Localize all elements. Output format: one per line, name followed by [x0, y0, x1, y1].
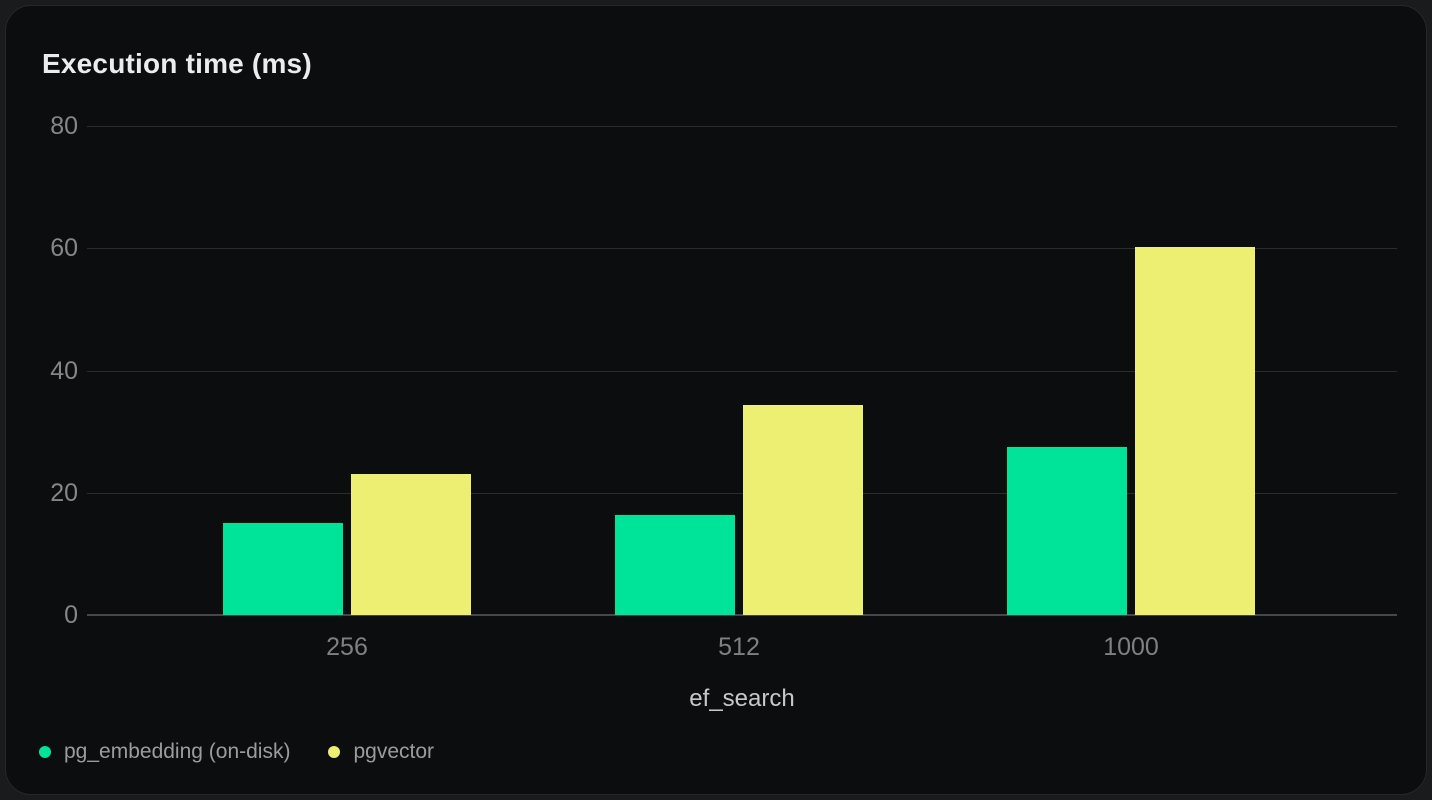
y-tick-label-80: 80: [50, 112, 78, 140]
y-tick-label-60: 60: [50, 234, 78, 263]
x-tick-label-256: 256: [326, 633, 368, 661]
legend-item-pgvector: pgvector: [328, 740, 434, 764]
bar-pg-embedding-on-disk-1000: [1007, 446, 1127, 615]
x-axis-label: ef_search: [689, 685, 795, 712]
x-axis-line: [87, 614, 1397, 616]
chart-title: Execution time (ms): [42, 48, 312, 79]
bar-pg-embedding-on-disk-256: [223, 523, 343, 615]
gridline-80: [87, 126, 1397, 127]
bar-pgvector-1000: [1135, 247, 1255, 615]
y-tick-label-20: 20: [50, 478, 78, 507]
legend-label: pg_embedding (on-disk): [64, 740, 291, 763]
legend-label: pgvector: [353, 740, 435, 763]
legend-item-pg-embedding: pg_embedding (on-disk): [39, 740, 290, 764]
chart-canvas: 0 20 40 60 80 256 512 1000: [6, 6, 1426, 794]
bar-pgvector-512: [743, 404, 863, 615]
chart-card: Execution time (ms) 0 20 40 60 80 256 512 1000 …: [5, 5, 1427, 795]
y-tick-label-0: 0: [64, 601, 78, 629]
bar-pg-embedding-on-disk-512: [615, 514, 735, 615]
legend-dot-icon: [328, 746, 341, 758]
x-tick-label-512: 512: [718, 633, 760, 661]
gridline-40: [87, 370, 1397, 372]
x-tick-label-1000: 1000: [1103, 633, 1159, 661]
bar-pgvector-256: [351, 474, 471, 615]
legend-dot-icon: [39, 746, 51, 758]
gridline-20: [87, 492, 1397, 494]
y-tick-label-40: 40: [50, 356, 78, 385]
chart-legend: pg_embedding (on-disk) pgvector: [39, 740, 434, 764]
gridline-60: [87, 248, 1397, 250]
